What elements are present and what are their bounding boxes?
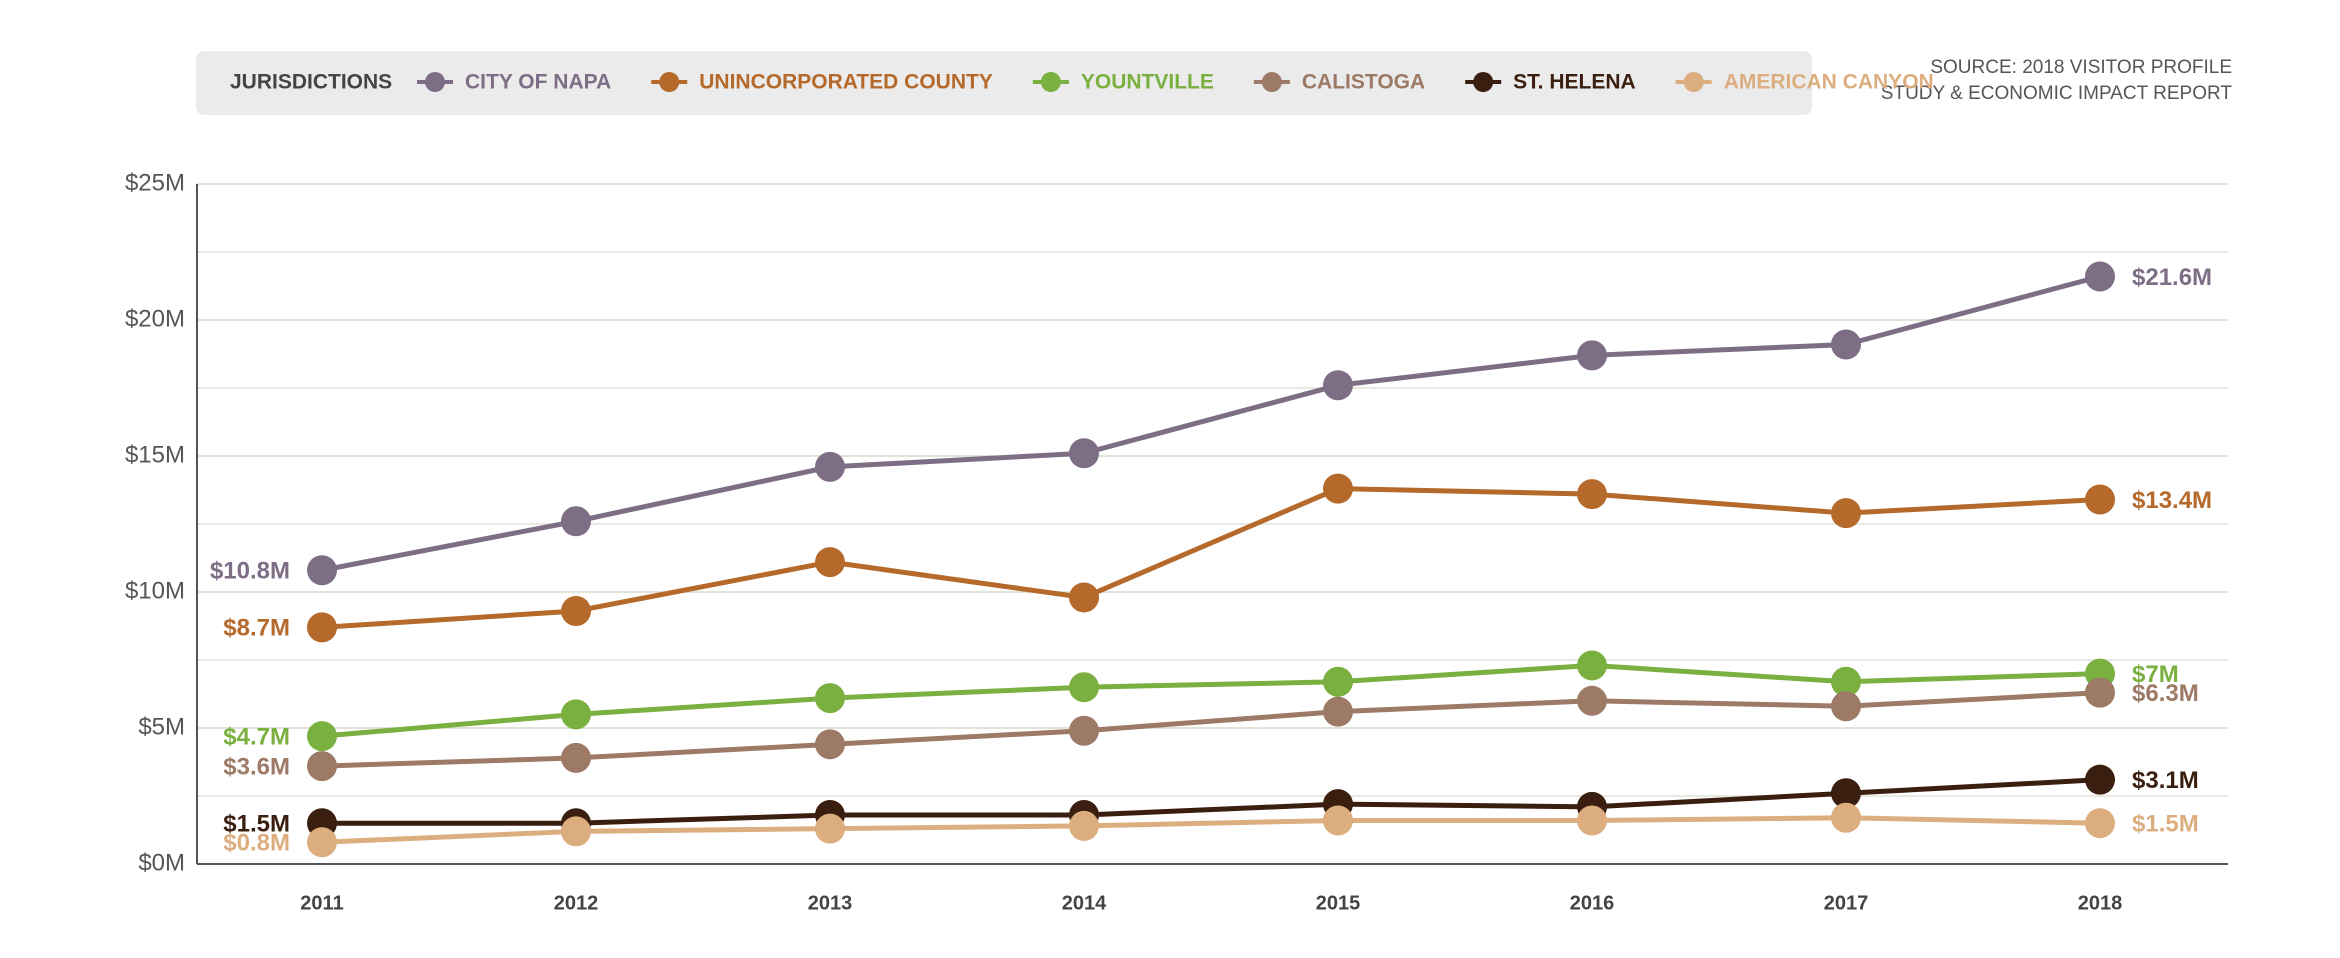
data-point (1577, 479, 1607, 510)
series-line (322, 777, 2101, 826)
value-label: $21.6M (2132, 264, 2212, 291)
value-label: $3.1M (2132, 767, 2199, 794)
x-tick-label: 2018 (2078, 892, 2123, 914)
data-point (1831, 691, 1861, 722)
data-point (1323, 473, 1353, 504)
legend-label: YOUNTVILLE (1081, 71, 1214, 94)
data-point (1323, 696, 1353, 727)
y-tick-label: $15M (125, 441, 185, 468)
legend-label: AMERICAN CANYON (1724, 71, 1934, 94)
legend-marker (1040, 72, 1061, 92)
y-tick-label: $10M (125, 577, 185, 604)
data-point (1069, 438, 1099, 469)
value-label: $6.3M (2132, 680, 2199, 707)
data-point (561, 596, 591, 627)
value-label: $8.7M (223, 615, 290, 642)
data-point (1831, 778, 1861, 809)
y-tick-label: $0M (138, 849, 185, 876)
data-point (561, 742, 591, 773)
data-point (2085, 677, 2115, 708)
data-point (1577, 685, 1607, 716)
y-tick-label: $5M (138, 713, 185, 740)
legend-label: UNINCORPORATED COUNTY (699, 71, 993, 94)
data-point (815, 451, 845, 482)
value-label: $1.5M (223, 811, 290, 838)
data-point (815, 813, 845, 844)
value-label: $4.7M (223, 724, 290, 751)
data-point (561, 816, 591, 847)
legend-label: CITY OF NAPA (465, 71, 611, 94)
legend-box (196, 51, 1812, 115)
data-point (2085, 764, 2115, 795)
data-point (2085, 261, 2115, 292)
source-line: SOURCE: 2018 VISITOR PROFILE (1930, 57, 2232, 78)
data-point (1323, 805, 1353, 836)
x-tick-label: 2017 (1824, 892, 1869, 914)
x-tick-label: 2015 (1316, 892, 1361, 914)
value-label: $3.6M (223, 753, 290, 780)
data-point (2085, 484, 2115, 515)
data-point (1577, 340, 1607, 371)
data-point (1831, 666, 1861, 697)
data-point (2085, 808, 2115, 839)
value-label: $1.5M (2132, 811, 2199, 838)
legend-marker (1473, 72, 1494, 92)
data-point (815, 683, 845, 714)
y-tick-label: $25M (125, 169, 185, 196)
data-point (1831, 802, 1861, 833)
data-point (1323, 666, 1353, 697)
value-label: $0.8M (223, 830, 290, 857)
data-point (1323, 370, 1353, 401)
data-point (307, 555, 337, 586)
legend-title: JURISDICTIONS (230, 71, 392, 94)
y-tick-label: $20M (125, 305, 185, 332)
x-tick-label: 2012 (554, 892, 599, 914)
data-point (1577, 805, 1607, 836)
value-label: $10.8M (210, 558, 290, 585)
data-point (307, 751, 337, 782)
data-point (1831, 498, 1861, 529)
data-point (1831, 329, 1861, 360)
x-tick-label: 2013 (808, 892, 853, 914)
x-tick-label: 2016 (1570, 892, 1615, 914)
legend-marker (1261, 72, 1282, 92)
data-point (1577, 650, 1607, 681)
data-point (307, 612, 337, 643)
data-point (561, 699, 591, 730)
data-point (307, 827, 337, 858)
data-point (815, 547, 845, 578)
legend-marker (659, 72, 680, 92)
data-point (307, 721, 337, 752)
legend-marker (425, 72, 445, 92)
data-point (1069, 582, 1099, 613)
data-point (1069, 715, 1099, 746)
series-line (321, 274, 2101, 573)
series-line (321, 662, 2101, 739)
data-point (815, 729, 845, 760)
value-label: $7M (2132, 661, 2179, 688)
series-line (321, 690, 2101, 769)
data-point (561, 506, 591, 537)
x-tick-label: 2014 (1062, 892, 1107, 914)
value-label: $13.4M (2132, 487, 2212, 514)
data-point (1069, 672, 1099, 703)
x-tick-label: 2011 (300, 892, 343, 914)
series-line (321, 486, 2101, 630)
series-line (321, 815, 2101, 845)
data-point (1069, 810, 1099, 841)
source-line: STUDY & ECONOMIC IMPACT REPORT (1881, 83, 2233, 104)
legend-label: CALISTOGA (1302, 71, 1425, 94)
legend-marker (1683, 72, 1704, 92)
legend-label: ST. HELENA (1513, 71, 1636, 94)
